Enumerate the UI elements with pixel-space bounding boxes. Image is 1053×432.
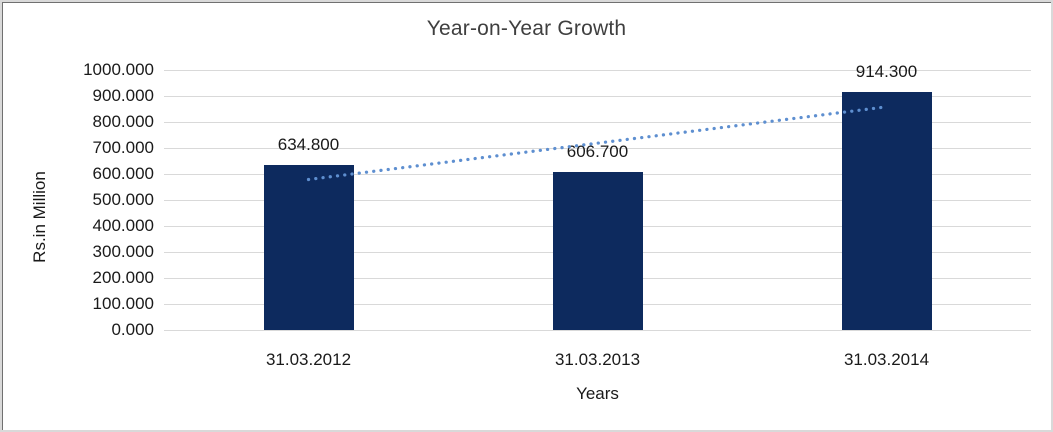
value-label: 634.800 xyxy=(277,134,340,154)
y-tick-label: 400.000 xyxy=(92,216,154,235)
y-tick-label: 300.000 xyxy=(92,242,154,261)
x-tick-label: 31.03.2014 xyxy=(843,350,930,369)
y-tick-label: 500.000 xyxy=(92,190,154,209)
y-tick-label: 100.000 xyxy=(92,294,154,313)
y-tick-label: 700.000 xyxy=(92,138,154,157)
chart-title: Year-on-Year Growth xyxy=(426,17,627,40)
bar xyxy=(552,172,643,330)
trendline xyxy=(306,105,889,182)
gridline xyxy=(164,121,1031,123)
gridline xyxy=(164,329,1031,331)
bar xyxy=(841,92,932,330)
gridline xyxy=(164,69,1031,71)
y-tick-label: 1000.000 xyxy=(83,60,154,79)
x-axis-title: Years xyxy=(576,384,619,403)
gridline xyxy=(164,95,1031,97)
y-tick-label: 800.000 xyxy=(92,112,154,131)
value-label: 606.700 xyxy=(566,142,629,162)
y-axis-ticks: 1000.000 900.000 800.000 700.000 600.000 500.… xyxy=(2,60,154,339)
gridline xyxy=(164,147,1031,149)
y-tick-label: 200.000 xyxy=(92,268,154,287)
y-tick-label: 600.000 xyxy=(92,164,154,183)
x-tick-label: 31.03.2013 xyxy=(554,350,641,369)
y-tick-label: 900.000 xyxy=(92,86,154,105)
plot-area: 634.800 31.03.2012 606.700 31.03.2013 914.30… xyxy=(164,62,1031,369)
x-tick-label: 31.03.2012 xyxy=(265,350,352,369)
trendline-layer xyxy=(306,105,889,182)
value-label: 914.300 xyxy=(855,62,918,82)
bar xyxy=(263,164,354,330)
y-tick-label: 0.000 xyxy=(111,320,154,339)
